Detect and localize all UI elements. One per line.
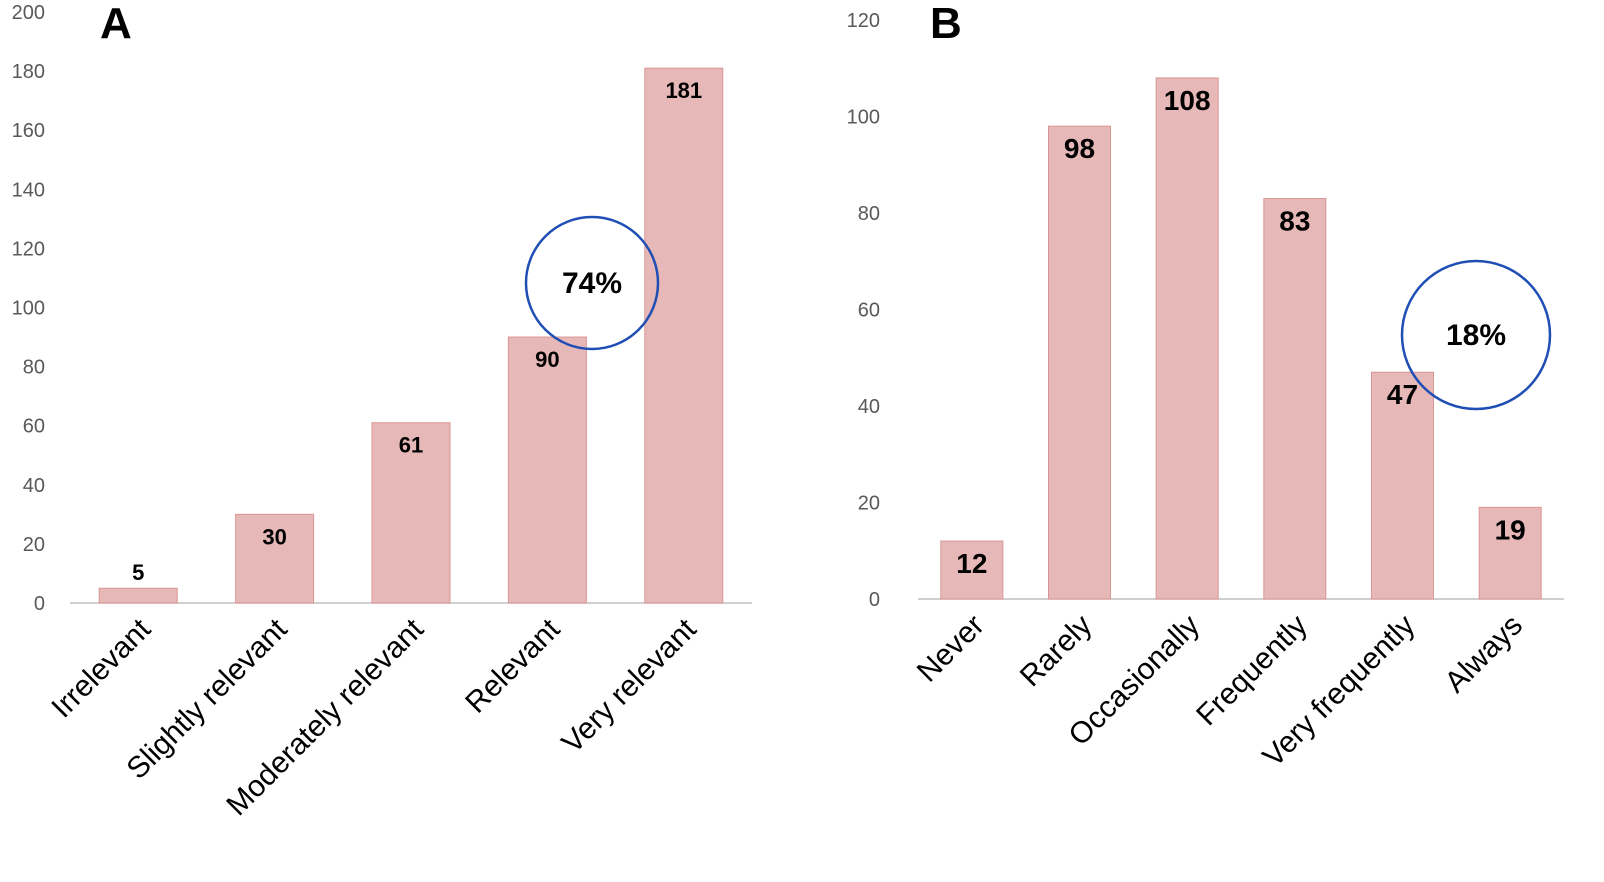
y-tick-label: 100 — [12, 298, 45, 320]
bar — [1371, 371, 1434, 600]
data-label: 61 — [399, 433, 423, 458]
y-tick-label: 0 — [869, 589, 880, 611]
y-tick-label: 120 — [12, 238, 45, 260]
y-tick-label: 40 — [858, 396, 880, 418]
chart-a: A 0 20 40 60 80 100 120 140 160 180 200 5 Irrelevant 3… — [12, 0, 752, 822]
y-tick-label: 60 — [858, 300, 880, 322]
bar — [940, 540, 1004, 600]
category-label: Very relevant — [556, 612, 704, 760]
chart-b: B02040608010012012Never98Rarely108Occasi… — [847, 0, 1564, 773]
bar — [235, 513, 315, 604]
data-label: 5 — [132, 560, 144, 585]
data-label: 19 — [1495, 514, 1526, 545]
bar — [371, 422, 451, 604]
y-tick-label: 80 — [23, 357, 45, 379]
category-label: Irrelevant — [45, 612, 157, 724]
data-label: 181 — [665, 78, 702, 103]
panel-label: A — [100, 0, 132, 48]
bar — [644, 67, 724, 604]
category-label: Rarely — [1014, 609, 1099, 694]
bar — [1155, 77, 1219, 600]
category-label: Relevant — [459, 612, 567, 720]
y-tick-label: 180 — [12, 61, 45, 83]
bar — [1048, 125, 1111, 600]
bar — [98, 587, 178, 604]
data-label: 83 — [1279, 206, 1310, 237]
y-tick-label: 100 — [847, 107, 880, 129]
category-label: Always — [1439, 609, 1530, 700]
y-tick-label: 0 — [34, 593, 45, 615]
category-label: Never — [911, 609, 991, 689]
data-label: 90 — [535, 347, 559, 372]
data-label: 47 — [1387, 379, 1418, 410]
annotation-circle — [1400, 259, 1552, 411]
y-tick-label: 140 — [12, 179, 45, 201]
annotation-label: 74% — [562, 267, 622, 300]
y-tick-label: 80 — [858, 203, 880, 225]
data-label: 30 — [262, 524, 286, 549]
y-tick-label: 40 — [23, 475, 45, 497]
annotation-circle — [524, 215, 660, 351]
y-tick-label: 20 — [858, 493, 880, 515]
bar — [1263, 198, 1327, 600]
bar — [1478, 506, 1542, 600]
panel-label: B — [930, 0, 962, 48]
data-label: 98 — [1064, 133, 1095, 164]
annotation-label: 18% — [1446, 319, 1506, 352]
bar — [507, 336, 587, 604]
y-tick-label: 120 — [847, 10, 880, 32]
data-label: 108 — [1164, 85, 1211, 116]
y-tick-label: 160 — [12, 120, 45, 142]
data-label: 12 — [956, 548, 987, 579]
y-tick-label: 60 — [23, 416, 45, 438]
y-tick-label: 20 — [23, 534, 45, 556]
y-tick-label: 200 — [12, 2, 45, 24]
